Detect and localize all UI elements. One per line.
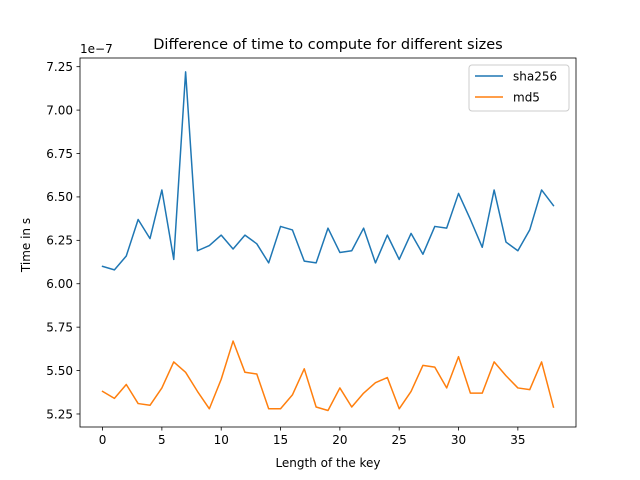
- y-tick-label: 7.00: [46, 103, 73, 117]
- axes-frame: [79, 57, 577, 428]
- x-tick-label: 30: [451, 433, 466, 447]
- x-tick-label: 35: [510, 433, 525, 447]
- x-tick-label: 25: [392, 433, 407, 447]
- x-tick-label: 15: [273, 433, 288, 447]
- chart-title: Difference of time to compute for differ…: [153, 37, 502, 53]
- y-tick-label: 5.50: [46, 364, 73, 378]
- y-offset-text: 1e−7: [80, 42, 113, 56]
- x-tick-label: 10: [214, 433, 229, 447]
- y-axis-label: Time in s: [19, 218, 33, 273]
- legend: sha256 md5: [468, 64, 570, 112]
- y-tick-label: 6.75: [46, 147, 73, 161]
- series-line-sha256: [101, 71, 555, 271]
- x-tick-label: 0: [99, 433, 107, 447]
- x-tick-label: 5: [158, 433, 166, 447]
- x-axis-label: Length of the key: [275, 456, 380, 470]
- legend-label-sha256: sha256: [513, 69, 557, 83]
- y-tick-label: 5.75: [46, 320, 73, 334]
- series-line-md5: [101, 340, 555, 412]
- plot-area: 0 5 10 15 20 25 30 35 5.25 5.50 5.75 6.00 6.25 6.50 6.…: [46, 57, 577, 447]
- y-tick-label: 6.00: [46, 277, 73, 291]
- y-tick-label: 6.50: [46, 190, 73, 204]
- legend-label-md5: md5: [513, 90, 540, 104]
- x-tick-label: 20: [332, 433, 347, 447]
- y-tick-label: 7.25: [46, 60, 73, 74]
- y-tick-label: 6.25: [46, 234, 73, 248]
- y-tick-label: 5.25: [46, 407, 73, 421]
